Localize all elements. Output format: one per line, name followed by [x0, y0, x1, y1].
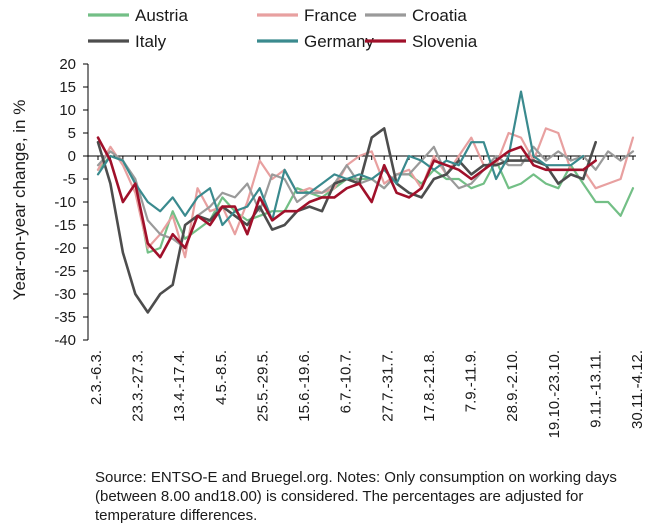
legend-label-france: France — [304, 6, 357, 25]
x-tick-label: 4.5.-8.5. — [213, 350, 230, 405]
y-axis-label: Year-on-year change, in % — [10, 100, 29, 301]
x-tick-label: 15.6.-19.6. — [296, 350, 313, 422]
x-tick-label: 2.3.-6.3. — [88, 350, 105, 405]
x-tick-label: 23.3.-27.3. — [130, 350, 147, 422]
y-tick-label: -15 — [54, 217, 76, 234]
y-tick-label: -30 — [54, 286, 76, 303]
x-tick-label: 6.7.-10.7. — [338, 350, 355, 413]
x-tick-label: 30.11.-4.12. — [629, 350, 646, 429]
y-tick-label: -5 — [63, 171, 76, 188]
y-tick-label: -10 — [54, 194, 76, 211]
legend-label-croatia: Croatia — [412, 6, 467, 25]
x-tick-label: 19.10.-23.10. — [546, 350, 563, 438]
series-lines — [96, 90, 635, 314]
y-tick-label: -35 — [54, 309, 76, 326]
x-tick-label: 13.4.-17.4. — [171, 350, 188, 422]
x-tick-label: 27.7.-31.7. — [379, 350, 396, 422]
x-axis: 2.3.-6.3. 23.3.-27.3. 13.4.-17.4. 4.5.-8.5.… — [88, 155, 646, 438]
legend-label-italy: Italy — [135, 32, 167, 51]
x-tick-label: 7.9.-11.9. — [463, 350, 480, 412]
y-tick-label: 5 — [68, 125, 76, 142]
y-axis: 20 15 10 5 0 -5 -10 -15 -20 -25 -30 -35 -40 — [54, 56, 89, 349]
x-tick-label: 17.8.-21.8. — [421, 350, 438, 422]
series-line-austria — [96, 154, 635, 254]
y-tick-label: 0 — [68, 148, 76, 165]
legend-label-slovenia: Slovenia — [412, 32, 478, 51]
series-line-slovenia — [96, 136, 598, 259]
series-line-germany — [96, 90, 585, 227]
y-tick-label: 15 — [59, 79, 76, 96]
x-tick-label: 28.9.-2.10. — [504, 350, 521, 422]
y-tick-label: -25 — [54, 263, 76, 280]
legend-label-germany: Germany — [304, 32, 374, 51]
legend-label-austria: Austria — [135, 6, 188, 25]
source-note: Source: ENTSO-E and Bruegel.org. Notes: … — [95, 469, 617, 524]
legend: Austria France Croatia Italy Germany Slovenia — [88, 6, 478, 51]
y-tick-label: -40 — [54, 332, 76, 349]
y-tick-label: 10 — [59, 102, 76, 119]
y-tick-label: 20 — [59, 56, 76, 73]
x-tick-label: 25.5.-29.5. — [254, 350, 271, 422]
line-chart: Austria France Croatia Italy Germany Slovenia… — [10, 6, 646, 438]
y-tick-label: -20 — [54, 240, 76, 257]
x-tick-label: 9.11.-13.11. — [587, 350, 604, 428]
